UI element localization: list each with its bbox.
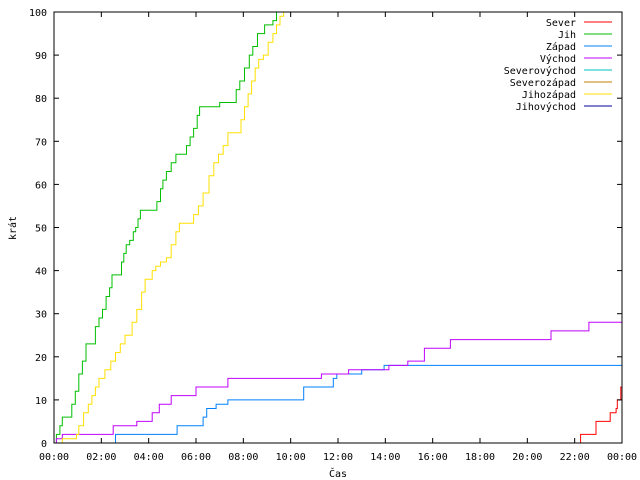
- series-line-Jih: [54, 12, 282, 443]
- x-axis-label: Čas: [329, 467, 347, 480]
- series-line-Sever: [579, 382, 622, 443]
- axes-layer: 00:00 02:00 04:00 06:00 08:00 10:00 12:00 14:00…: [29, 8, 637, 463]
- legend-label: Severovýchod: [504, 65, 576, 77]
- y-tick-label: 40: [35, 267, 47, 278]
- legend-label: Severozápad: [510, 77, 576, 89]
- x-tick-label: 04:00: [134, 452, 164, 463]
- legend-label: Jihovýchod: [516, 101, 576, 113]
- x-tick-label: 20:00: [512, 452, 542, 463]
- series-line-Jihozápad: [61, 12, 285, 443]
- legend-label: Západ: [546, 41, 576, 53]
- series-line-Západ: [114, 364, 622, 443]
- y-tick-label: 10: [35, 396, 47, 407]
- y-tick-label: 100: [29, 8, 47, 19]
- legend-label: Jih: [558, 30, 576, 41]
- y-tick-label: 90: [35, 51, 47, 62]
- legend-label: Východ: [540, 53, 576, 65]
- y-tick-label: 60: [35, 180, 47, 191]
- x-tick-label: 16:00: [418, 452, 448, 463]
- legend-label: Sever: [546, 18, 576, 29]
- legend: SeverJihZápadVýchodSeverovýchodSeverozáp…: [504, 18, 612, 113]
- y-tick-label: 50: [35, 224, 47, 235]
- x-tick-label: 14:00: [370, 452, 400, 463]
- y-tick-label: 20: [35, 353, 47, 364]
- x-tick-label: 18:00: [465, 452, 495, 463]
- series-line-Východ: [55, 321, 622, 443]
- y-tick-label: 80: [35, 94, 47, 105]
- x-tick-label: 00:00: [39, 452, 69, 463]
- series-layer: [54, 12, 622, 443]
- legend-label: Jihozápad: [522, 89, 576, 101]
- y-tick-label: 70: [35, 137, 47, 148]
- x-tick-label: 12:00: [323, 452, 353, 463]
- y-axis-label: krát: [7, 216, 19, 240]
- x-tick-label: 00:00: [607, 452, 637, 463]
- x-tick-label: 10:00: [276, 452, 306, 463]
- x-tick-label: 22:00: [560, 452, 590, 463]
- y-tick-label: 0: [41, 439, 47, 450]
- x-tick-label: 08:00: [228, 452, 258, 463]
- x-tick-label: 02:00: [86, 452, 116, 463]
- y-tick-label: 30: [35, 310, 47, 321]
- x-tick-label: 06:00: [181, 452, 211, 463]
